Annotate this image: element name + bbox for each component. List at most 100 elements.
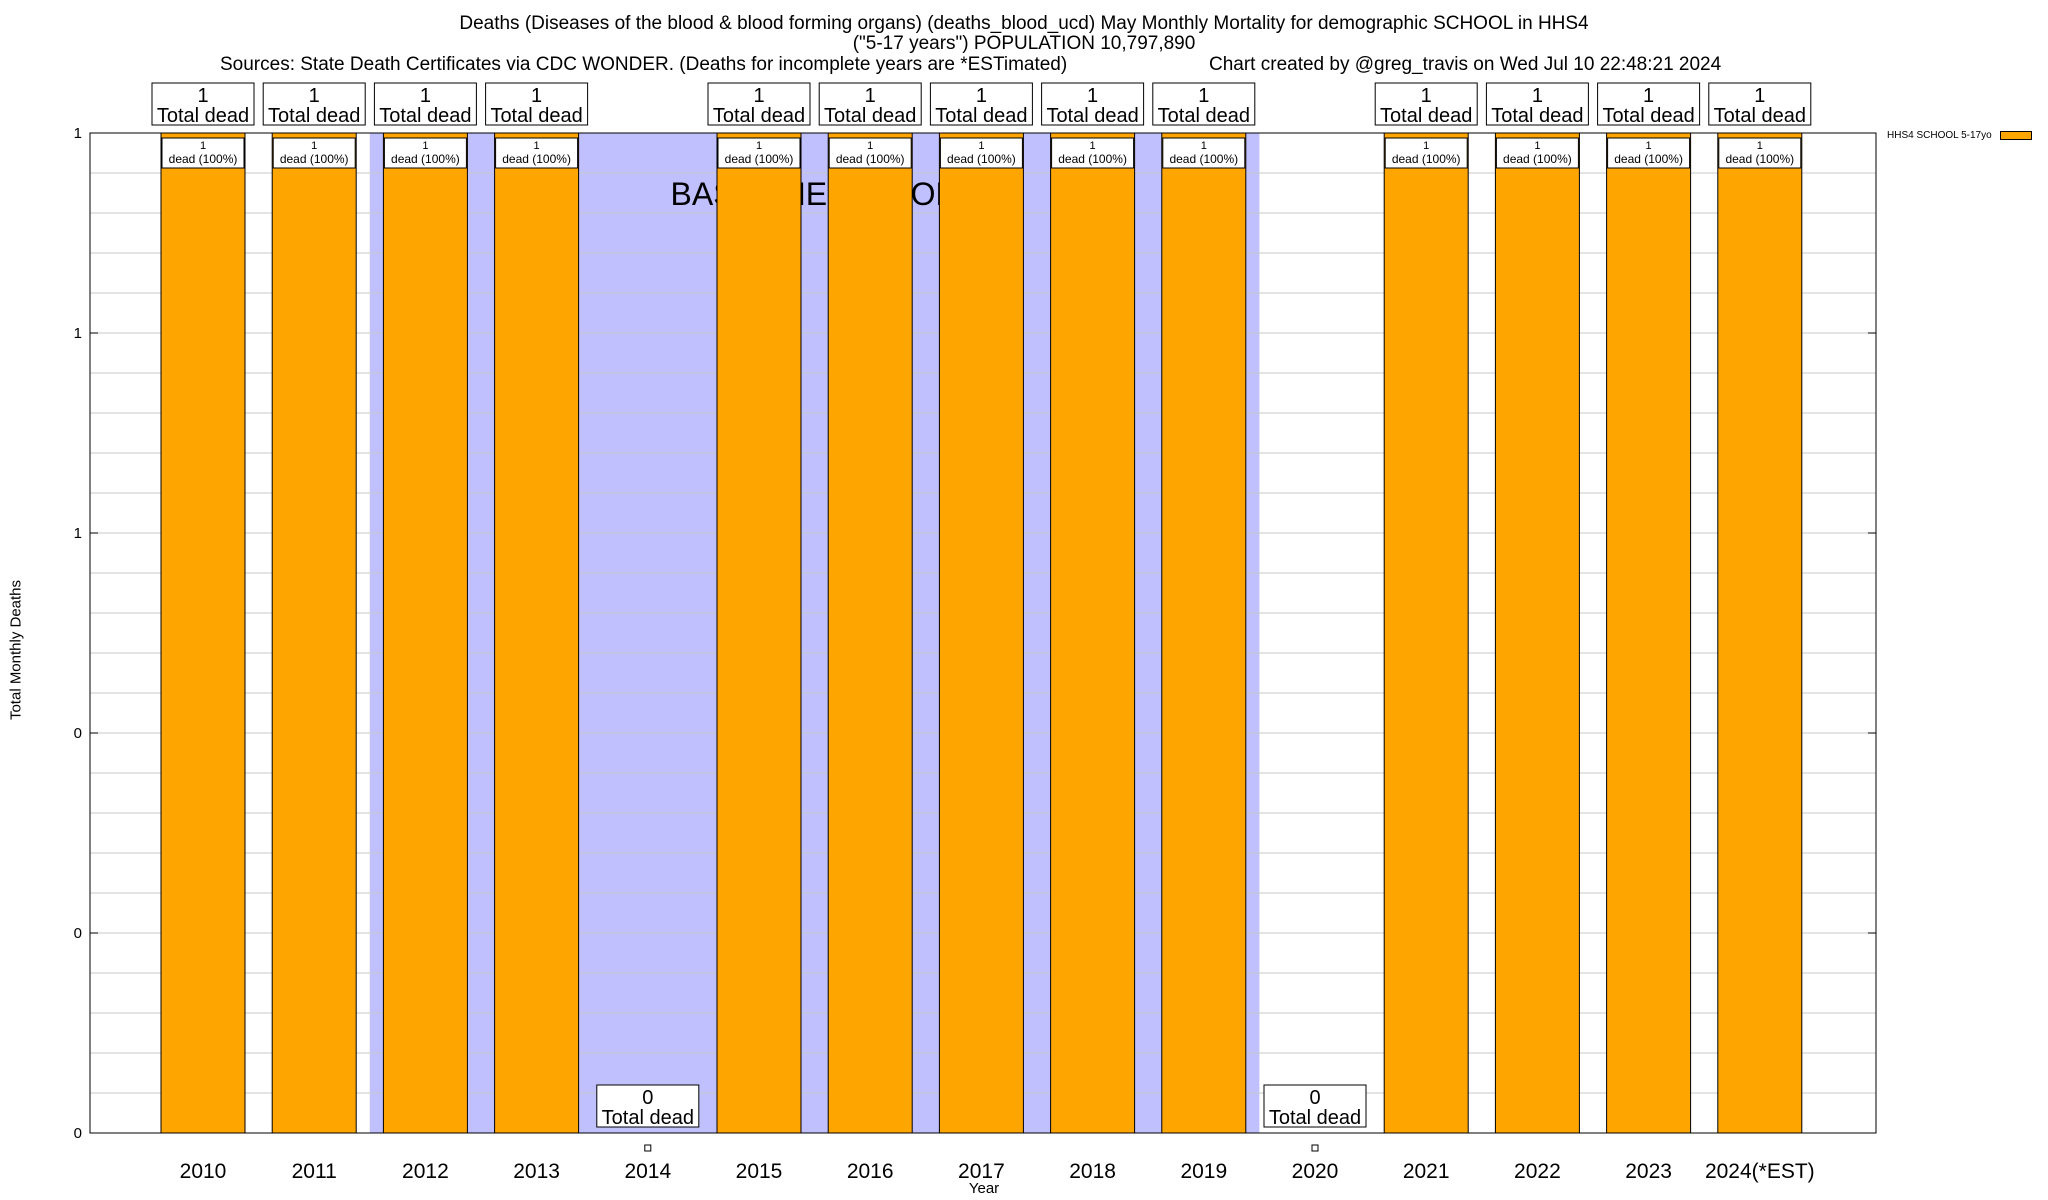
y-tick-label: 1: [74, 125, 82, 142]
total-label-value: 1: [197, 85, 208, 107]
chart-subtitle: ("5-17 years") POPULATION 10,797,890: [852, 33, 1196, 54]
total-label-text: Total dead: [1380, 105, 1472, 127]
total-label-text: Total dead: [1491, 105, 1583, 127]
total-label-value: 1: [1643, 85, 1654, 107]
bar-label-value: 1: [756, 140, 762, 152]
total-label-value: 1: [420, 85, 431, 107]
x-tick-label: 2020: [1292, 1160, 1339, 1183]
bar-label-text: dead (100%): [280, 152, 349, 166]
bar: [1606, 132, 1692, 1134]
total-label-box: [1597, 82, 1701, 126]
x-tick-label: 2012: [402, 1160, 449, 1183]
x-axis-label: Year: [968, 1180, 1000, 1197]
x-tick-label: 2010: [180, 1160, 227, 1183]
bar-label-box: [1607, 137, 1691, 169]
bar-label-value: 1: [1423, 140, 1429, 152]
bar-label-value: 1: [422, 140, 428, 152]
zero-marker: [644, 1144, 652, 1152]
bar-label-text: dead (100%): [836, 152, 905, 166]
bar-label-value: 1: [534, 140, 540, 152]
total-label-box: [373, 82, 477, 126]
bar: [271, 132, 357, 1134]
bar: [1050, 132, 1136, 1134]
bar-label-text: dead (100%): [725, 152, 794, 166]
total-label-value: 1: [309, 85, 320, 107]
bar-label-box: [939, 137, 1023, 169]
total-label-value: 1: [1754, 85, 1765, 107]
bar-label-value: 1: [978, 140, 984, 152]
total-label-text: Total dead: [379, 105, 471, 127]
x-tick-label: 2017: [958, 1160, 1005, 1183]
total-label-box: [485, 82, 589, 126]
x-tick-label: 2016: [847, 1160, 894, 1183]
bar: [1717, 132, 1803, 1134]
total-label-text: Total dead: [935, 105, 1027, 127]
bar: [382, 132, 468, 1134]
legend-series-name: HHS4 SCHOOL 5-17yo: [1887, 130, 1992, 141]
x-tick-label: 2018: [1069, 1160, 1116, 1183]
total-label-value: 1: [753, 85, 764, 107]
y-tick-label: 0: [74, 925, 82, 942]
total-label-value: 1: [531, 85, 542, 107]
total-label-text: Total dead: [1269, 1107, 1361, 1129]
bar-label-value: 1: [1646, 140, 1652, 152]
total-label-text: Total dead: [490, 105, 582, 127]
bar-label-value: 1: [200, 140, 206, 152]
bar-label-box: [383, 137, 467, 169]
total-label-box: [818, 82, 922, 126]
bar: [1494, 132, 1580, 1134]
total-label-text: Total dead: [1158, 105, 1250, 127]
total-label-box: [596, 1084, 700, 1128]
total-label-text: Total dead: [602, 1107, 694, 1129]
bar: [938, 132, 1024, 1134]
bar-label-box: [272, 137, 356, 169]
x-tick-label: 2022: [1514, 1160, 1561, 1183]
total-label-box: [151, 82, 255, 126]
bar-label-value: 1: [867, 140, 873, 152]
total-label-box: [1263, 1084, 1367, 1128]
bar-label-text: dead (100%): [1392, 152, 1461, 166]
bar: [1161, 132, 1247, 1134]
total-label-value: 1: [1532, 85, 1543, 107]
legend: HHS4 SCHOOL 5-17yo: [1887, 130, 2032, 141]
x-tick-label: 2011: [292, 1160, 337, 1183]
bar-label-text: dead (100%): [1503, 152, 1572, 166]
y-tick-label: 0: [74, 1125, 82, 1142]
axes-layer: 2010 2011 2012 2013 2014 2015 2016 2017 2018 2019…: [74, 125, 1877, 1183]
bar: [716, 132, 802, 1134]
total-label-text: Total dead: [1046, 105, 1138, 127]
y-tick-label: 0: [74, 725, 82, 742]
bar-label-text: dead (100%): [1614, 152, 1683, 166]
total-label-box: [1041, 82, 1145, 126]
bar: [1383, 132, 1469, 1134]
y-tick-label: 1: [74, 525, 82, 542]
y-tick-label: 1: [74, 325, 82, 342]
bar-label-value: 1: [1757, 140, 1763, 152]
bar-label-text: dead (100%): [1169, 152, 1238, 166]
total-label-box: [1374, 82, 1478, 126]
total-label-text: Total dead: [1714, 105, 1806, 127]
bars-layer: [160, 132, 1803, 1152]
bar-label-box: [1718, 137, 1802, 169]
plot-frame: [89, 132, 1877, 1134]
bar-label-text: dead (100%): [502, 152, 571, 166]
bar-label-box: [495, 137, 579, 169]
bar-label-box: [828, 137, 912, 169]
total-label-text: Total dead: [268, 105, 360, 127]
bar-label-box: [1162, 137, 1246, 169]
bar-label-box: [717, 137, 801, 169]
bar: [494, 132, 580, 1134]
bar-label-box: [1384, 137, 1468, 169]
chart-credit: Chart created by @greg_travis on Wed Jul…: [1209, 54, 1722, 75]
total-label-value: 1: [1087, 85, 1098, 107]
bar-label-text: dead (100%): [169, 152, 238, 166]
zero-marker: [1311, 1144, 1319, 1152]
x-tick-label: 2014: [624, 1160, 671, 1183]
legend-swatch: [1999, 130, 2032, 140]
x-tick-label: 2013: [513, 1160, 560, 1183]
bar-label-text: dead (100%): [947, 152, 1016, 166]
baseline-period-label: BASELINE PERIOD: [671, 176, 959, 212]
total-label-box: [707, 82, 811, 126]
total-label-text: Total dead: [157, 105, 249, 127]
